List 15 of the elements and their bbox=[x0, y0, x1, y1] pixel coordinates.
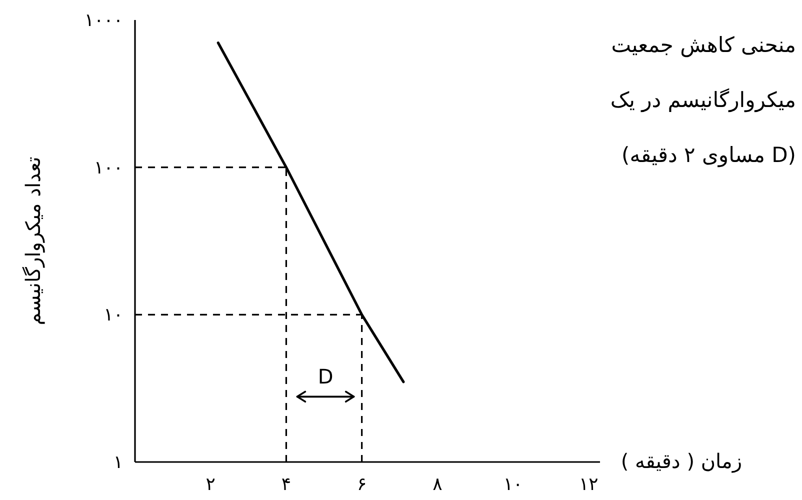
x-tick-label: ۱۲ bbox=[578, 474, 598, 495]
x-tick-label: ۱۰ bbox=[503, 474, 523, 495]
x-tick-label: ۴ bbox=[281, 474, 292, 495]
x-tick-label: ۶ bbox=[356, 474, 367, 495]
y-axis-title: تعداد میکروارگانیسم bbox=[21, 156, 45, 326]
x-tick-label: ۸ bbox=[432, 474, 443, 495]
text: (D مساوی ۲ دقیقه) bbox=[622, 143, 796, 168]
y-tick-label: ۱۰۰ bbox=[94, 157, 123, 178]
annotation: D bbox=[318, 364, 334, 389]
y-tick-label: ۱۰ bbox=[104, 304, 123, 326]
y-tick-label: ۱۰۰۰ bbox=[84, 10, 123, 31]
x-tick-label: ۲ bbox=[206, 474, 216, 495]
chart-title: منحنی کاهش جمعیت میکروارگانیسم در یک bbox=[610, 33, 796, 112]
y-tick-label: ۱ bbox=[113, 452, 123, 473]
x-axis-title: زمان ( دقیقه ) bbox=[620, 449, 742, 473]
